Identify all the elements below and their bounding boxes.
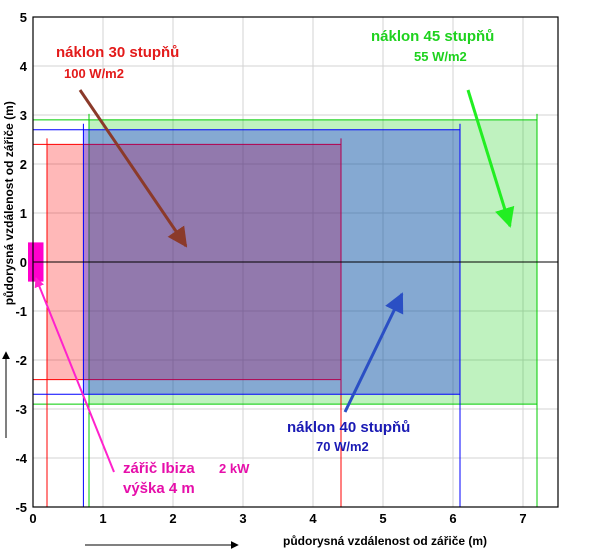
x-tick-label: 0 [29, 511, 36, 526]
annotation-arrows [34, 89, 515, 473]
annotation-tilt45-value: 55 W/m2 [414, 49, 467, 64]
annotation-tilt40-value: 70 W/m2 [316, 439, 369, 454]
y-tick-label: 5 [20, 10, 27, 25]
arrow-tilt30 [78, 89, 188, 248]
tick-labels: 0 1 2 3 4 5 6 7 5 4 3 2 1 0 -1 -2 -3 -4 -5 [15, 10, 526, 526]
arrow-tilt40 [343, 292, 404, 413]
y-tick-label: 4 [20, 59, 28, 74]
x-tick-label: 1 [99, 511, 106, 526]
y-tick-label: 1 [20, 206, 27, 221]
annotation-tilt45-label: náklon 45 stupňů [371, 28, 494, 45]
x-tick-label: 7 [519, 511, 526, 526]
x-tick-label: 2 [169, 511, 176, 526]
annotation-tilt30-value: 100 W/m2 [64, 66, 124, 81]
y-tick-label: 0 [20, 255, 27, 270]
x-tick-label: 3 [239, 511, 246, 526]
annotation-heater-label: zářič Ibiza [123, 460, 195, 477]
y-axis-title: půdorysná vzdálenost od zářiče (m) [2, 101, 16, 305]
y-tick-label: -3 [15, 402, 27, 417]
x-axis-title: půdorysná vzdálenost od zářiče (m) [283, 534, 487, 548]
y-tick-label: -5 [15, 500, 27, 515]
arrow-heater [34, 277, 115, 473]
annotation-tilt30-label: náklon 30 stupňů [56, 44, 179, 61]
x-tick-label: 6 [449, 511, 456, 526]
y-tick-label: -2 [15, 353, 27, 368]
axes [32, 16, 559, 508]
y-tick-label: -1 [15, 304, 27, 319]
y-tick-label: 3 [20, 108, 27, 123]
annotation-tilt40-label: náklon 40 stupňů [287, 419, 410, 436]
annotation-heater-power: 2 kW [219, 461, 250, 476]
arrow-tilt45 [466, 89, 515, 228]
y-tick-label: -4 [15, 451, 27, 466]
y-tick-label: 2 [20, 157, 27, 172]
annotation-heater-height: výška 4 m [123, 480, 195, 497]
x-tick-label: 5 [379, 511, 386, 526]
x-tick-label: 4 [309, 511, 317, 526]
